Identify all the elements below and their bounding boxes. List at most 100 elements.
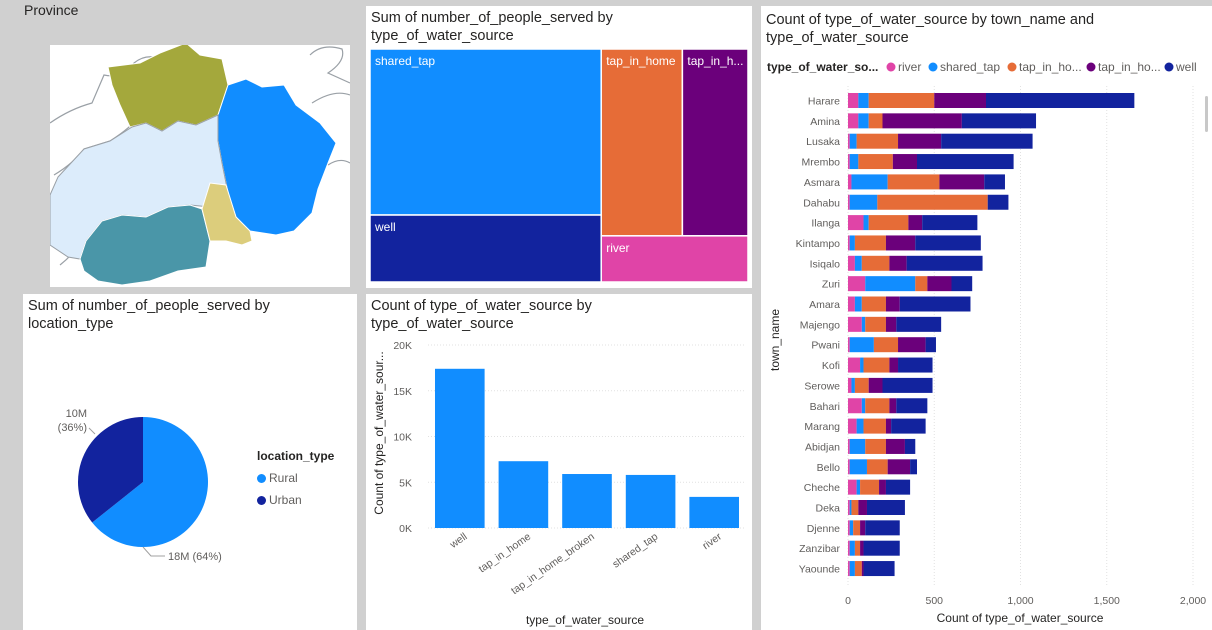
stacked-bar-bahari-shared_tap[interactable] <box>861 398 866 414</box>
stacked-bar-kofi-river[interactable] <box>848 357 861 373</box>
stacked-bar-kofi-tap_in_home_broken[interactable] <box>889 357 899 373</box>
stacked-bar-zuri-tap_in_home_broken[interactable] <box>927 276 952 292</box>
stacked-bar-abidjan-well[interactable] <box>904 438 916 454</box>
stacked-bar-harare-tap_in_home[interactable] <box>868 93 935 108</box>
stacked-bar-zanzibar-tap_in_home_broken[interactable] <box>860 540 864 556</box>
stacked-bar-kintampo-tap_in_home[interactable] <box>854 235 886 251</box>
treemap-tile-river[interactable] <box>600 235 749 283</box>
column-bar-shared_tap[interactable] <box>625 474 676 528</box>
stacked-bar-pwani-tap_in_home[interactable] <box>873 337 899 353</box>
stacked-bar-yaounde-tap_in_home[interactable] <box>854 561 862 577</box>
stacked-bar-mrembo-shared_tap[interactable] <box>849 154 859 170</box>
stacked-bar-pwani-well[interactable] <box>925 337 936 353</box>
stacked-bar-bello-tap_in_home_broken[interactable] <box>887 459 911 475</box>
province-map[interactable] <box>50 45 350 287</box>
province-south-east[interactable] <box>201 182 253 246</box>
stacked-bar-bello-well[interactable] <box>910 459 917 475</box>
stacked-bar-lusaka-well[interactable] <box>941 133 1033 149</box>
stacked-bar-asmara-well[interactable] <box>984 174 1005 190</box>
stacked-bar-bello-shared_tap[interactable] <box>849 459 867 475</box>
stacked-bar-majengo-well[interactable] <box>896 316 942 332</box>
stacked-bar-harare-well[interactable] <box>986 93 1135 108</box>
stacked-bar-ilanga-shared_tap[interactable] <box>863 215 869 231</box>
stacked-bar-ilanga-tap_in_home[interactable] <box>868 215 909 231</box>
stacked-bar-cheche-tap_in_home_broken[interactable] <box>879 479 886 495</box>
stacked-bar-marang-shared_tap[interactable] <box>856 418 864 434</box>
stacked-bar-amara-well[interactable] <box>899 296 971 312</box>
stacked-bar-dahabu-tap_in_home[interactable] <box>877 194 988 210</box>
stacked-bar-cheche-shared_tap[interactable] <box>856 479 861 495</box>
stacked-bar-lusaka-river[interactable] <box>848 133 850 149</box>
stacked-bar-cheche-well[interactable] <box>885 479 911 495</box>
stacked-bar-kintampo-well[interactable] <box>915 235 981 251</box>
stacked-bar-djenne-shared_tap[interactable] <box>849 520 854 536</box>
stacked-bar-bello-tap_in_home[interactable] <box>866 459 888 475</box>
stacked-bar-pwani-river[interactable] <box>848 337 850 353</box>
stacked-bar-majengo-river[interactable] <box>848 316 862 332</box>
stacked-bar-yaounde-river[interactable] <box>848 561 850 577</box>
stacked-bar-djenne-tap_in_home[interactable] <box>853 520 861 536</box>
province-south-west[interactable] <box>79 204 211 286</box>
stacked-bar-majengo-tap_in_home_broken[interactable] <box>885 316 897 332</box>
treemap-tile-shared_tap[interactable] <box>369 48 602 216</box>
stacked-bar-asmara-shared_tap[interactable] <box>851 174 888 190</box>
stacked-bar-zuri-river[interactable] <box>848 276 866 292</box>
stacked-bar-mrembo-tap_in_home_broken[interactable] <box>892 154 917 170</box>
stacked-bar-isiqalo-river[interactable] <box>848 255 855 271</box>
pie-slice-rural[interactable] <box>92 417 208 547</box>
stacked-bar-deka-tap_in_home[interactable] <box>851 500 859 515</box>
stacked-bar-marang-river[interactable] <box>848 418 857 434</box>
stacked-bar-harare-tap_in_home_broken[interactable] <box>934 93 986 108</box>
stacked-bar-marang-well[interactable] <box>891 418 926 434</box>
stacked-bar-yaounde-tap_in_home_broken[interactable] <box>861 561 864 577</box>
stacked-bar-harare-river[interactable] <box>848 93 859 108</box>
stacked-bar-asmara-river[interactable] <box>848 174 852 190</box>
stacked-bar-ilanga-river[interactable] <box>848 215 864 231</box>
stacked-bar-djenne-tap_in_home_broken[interactable] <box>860 520 866 536</box>
province-east[interactable] <box>217 78 337 236</box>
stacked-bar-serowe-shared_tap[interactable] <box>851 377 855 393</box>
treemap-tile-tap_in_home[interactable] <box>600 48 684 237</box>
stacked-bar-serowe-tap_in_home[interactable] <box>854 377 869 393</box>
pie-slice-urban[interactable] <box>78 417 143 523</box>
stacked-bar-abidjan-tap_in_home[interactable] <box>865 438 886 454</box>
stacked-bar-isiqalo-well[interactable] <box>906 255 983 271</box>
stacked-bar-mrembo-river[interactable] <box>848 154 850 170</box>
stacked-bar-asmara-tap_in_home_broken[interactable] <box>939 174 985 190</box>
stacked-bar-amara-river[interactable] <box>848 296 855 312</box>
stacked-bar-majengo-tap_in_home[interactable] <box>865 316 886 332</box>
stacked-bar-yaounde-well[interactable] <box>863 561 895 577</box>
stacked-bar-cheche-river[interactable] <box>848 479 857 495</box>
stacked-bar-bello-river[interactable] <box>848 459 850 475</box>
pie-legend-item-rural[interactable]: Rural <box>257 467 334 489</box>
stacked-bar-ilanga-tap_in_home_broken[interactable] <box>908 215 923 231</box>
stacked-bar-mrembo-tap_in_home[interactable] <box>858 154 893 170</box>
stacked-scrollbar[interactable] <box>1205 96 1208 132</box>
stacked-bar-dahabu-river[interactable] <box>848 194 850 210</box>
pie-legend-item-urban[interactable]: Urban <box>257 489 334 511</box>
stacked-bar-lusaka-shared_tap[interactable] <box>849 133 857 149</box>
stacked-bar-marang-tap_in_home_broken[interactable] <box>885 418 892 434</box>
stacked-bar-amina-tap_in_home[interactable] <box>868 113 883 129</box>
stacked-bar-serowe-tap_in_home_broken[interactable] <box>868 377 883 393</box>
stacked-bar-abidjan-tap_in_home_broken[interactable] <box>885 438 905 454</box>
stacked-bar-amina-well[interactable] <box>961 113 1037 129</box>
stacked-bar-deka-shared_tap[interactable] <box>849 500 852 515</box>
stacked-bar-lusaka-tap_in_home[interactable] <box>856 133 899 149</box>
stacked-bar-amara-tap_in_home_broken[interactable] <box>885 296 900 312</box>
column-bar-well[interactable] <box>434 368 485 528</box>
stacked-bar-zuri-well[interactable] <box>951 276 973 292</box>
stacked-bar-isiqalo-tap_in_home[interactable] <box>861 255 890 271</box>
stacked-bar-deka-river[interactable] <box>848 500 850 515</box>
treemap-tile-tap_in_home_broken[interactable] <box>681 48 749 237</box>
stacked-bar-bahari-tap_in_home_broken[interactable] <box>889 398 897 414</box>
stacked-bar-kofi-tap_in_home[interactable] <box>863 357 890 373</box>
column-bar-tap_in_home_broken[interactable] <box>562 474 612 528</box>
stacked-bar-bahari-tap_in_home[interactable] <box>865 398 890 414</box>
stacked-bar-pwani-shared_tap[interactable] <box>849 337 874 353</box>
stacked-bar-isiqalo-tap_in_home_broken[interactable] <box>889 255 907 271</box>
stacked-bar-zanzibar-shared_tap[interactable] <box>849 540 855 556</box>
stacked-bar-mrembo-well[interactable] <box>917 154 1014 170</box>
stacked-bar-bahari-river[interactable] <box>848 398 862 414</box>
stacked-bar-kintampo-tap_in_home_broken[interactable] <box>885 235 916 251</box>
